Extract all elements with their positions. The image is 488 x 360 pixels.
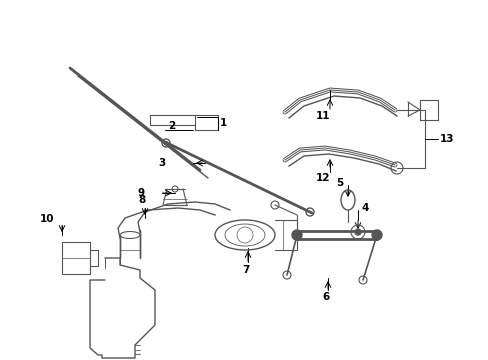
Text: 10: 10 — [40, 214, 54, 224]
Text: 7: 7 — [242, 265, 249, 275]
Text: 12: 12 — [315, 173, 330, 183]
Text: 3: 3 — [158, 158, 165, 168]
Text: 8: 8 — [138, 195, 145, 205]
Circle shape — [354, 229, 360, 235]
Circle shape — [371, 230, 381, 240]
Text: 13: 13 — [439, 134, 453, 144]
Text: 6: 6 — [321, 292, 328, 302]
Circle shape — [291, 230, 302, 240]
Text: 2: 2 — [168, 121, 175, 131]
Text: 9: 9 — [138, 188, 145, 198]
Circle shape — [164, 141, 167, 144]
Text: 1: 1 — [220, 118, 227, 128]
Text: 5: 5 — [335, 178, 343, 188]
Text: 4: 4 — [361, 203, 368, 213]
Text: 11: 11 — [315, 111, 330, 121]
